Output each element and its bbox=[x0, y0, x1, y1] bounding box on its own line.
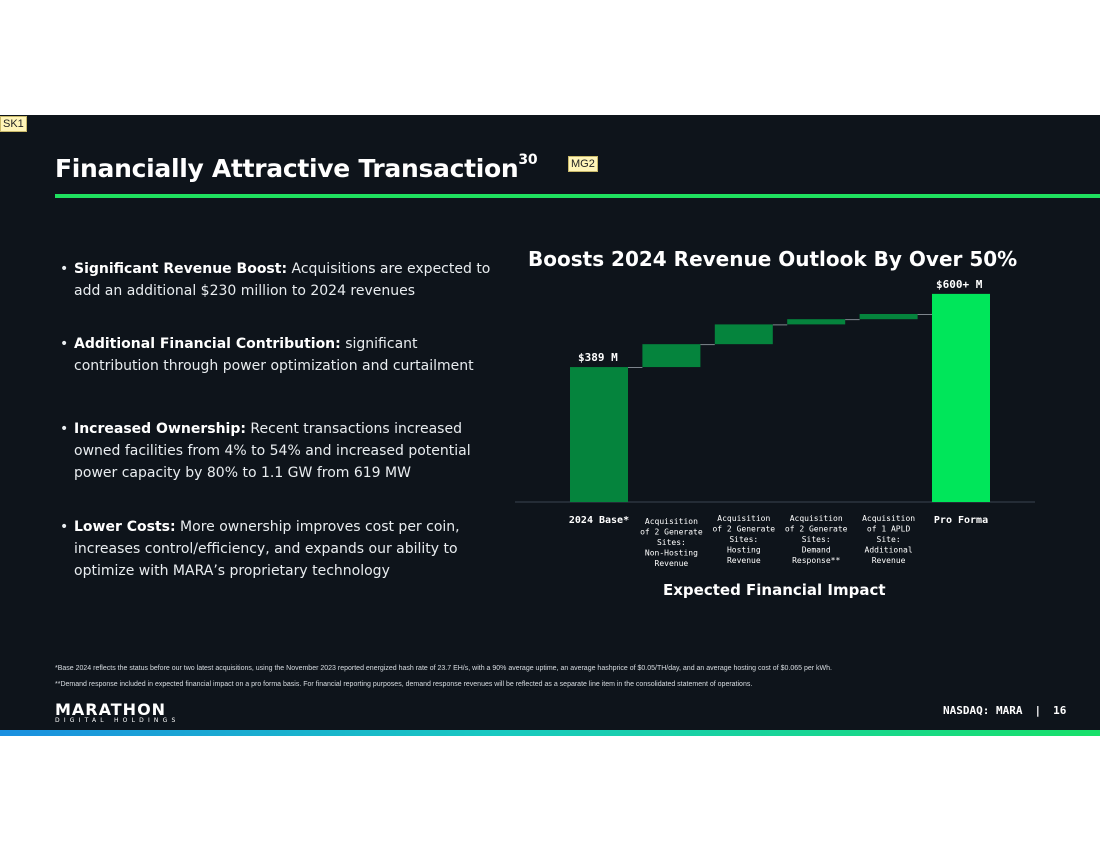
category-label: Additional bbox=[865, 546, 913, 555]
page-title-superscript: 30 bbox=[518, 152, 538, 168]
chart-title: Boosts 2024 Revenue Outlook By Over 50% bbox=[528, 247, 1018, 271]
bullet-text: More ownership improves cost per coin, i… bbox=[74, 519, 460, 579]
category-label: Site: bbox=[877, 535, 901, 544]
waterfall-bar bbox=[714, 324, 773, 345]
category-label: Acquisition bbox=[862, 514, 915, 523]
category-label: of 1 APLD bbox=[867, 525, 911, 534]
page-title-text: Financially Attractive Transaction bbox=[55, 154, 519, 183]
category-label: Hosting bbox=[727, 546, 761, 555]
category-label: 2024 Base* bbox=[569, 515, 629, 526]
bullet-lower-costs: Lower Costs: More ownership improves cos… bbox=[60, 516, 500, 582]
sk-tag: SK1 bbox=[0, 116, 27, 132]
bullet-increased-ownership: Increased Ownership: Recent transactions… bbox=[60, 418, 500, 484]
category-label: of 2 Generate bbox=[785, 525, 848, 534]
category-label: of 2 Generate bbox=[640, 528, 703, 537]
chart-xlabel: Expected Financial Impact bbox=[663, 581, 886, 599]
bullet-label: Lower Costs: bbox=[74, 519, 176, 535]
category-label: Sites: bbox=[729, 535, 758, 544]
mg-tag: MG2 bbox=[568, 156, 598, 172]
logo-main-text: MARATHON bbox=[55, 700, 167, 719]
waterfall-bar bbox=[859, 313, 918, 320]
waterfall-bar bbox=[570, 367, 628, 502]
marathon-logo: MARATHON DIGITAL HOLDINGS bbox=[55, 700, 179, 724]
logo-sub-text: DIGITAL HOLDINGS bbox=[55, 717, 180, 724]
category-label: Sites: bbox=[802, 535, 831, 544]
category-label: Revenue bbox=[872, 556, 906, 565]
bullet-financial-contribution: Additional Financial Contribution: signi… bbox=[60, 333, 500, 377]
data-label: $389 M bbox=[578, 351, 618, 364]
waterfall-bar bbox=[642, 344, 701, 368]
page-number: 16 bbox=[1053, 704, 1067, 717]
bullet-text: Recent transactions increased owned faci… bbox=[74, 421, 471, 481]
category-label: Sites: bbox=[657, 538, 686, 547]
footer-ticker: NASDAQ: MARA | 16 bbox=[943, 704, 1066, 717]
page-title: Financially Attractive Transaction30 bbox=[55, 152, 538, 183]
bullet-revenue-boost: Significant Revenue Boost: Acquisitions … bbox=[60, 258, 500, 302]
category-label: Non-Hosting bbox=[645, 549, 698, 558]
category-label: Response** bbox=[792, 556, 840, 565]
category-label: Demand bbox=[802, 546, 831, 555]
bullet-label: Increased Ownership: bbox=[74, 421, 246, 437]
bullet-label: Additional Financial Contribution: bbox=[74, 336, 341, 352]
category-label: Acquisition bbox=[717, 514, 770, 523]
bottom-gradient-line bbox=[0, 730, 1100, 736]
data-label: $600+ M bbox=[936, 280, 983, 291]
category-label: Revenue bbox=[655, 559, 689, 568]
category-label: Acquisition bbox=[790, 514, 843, 523]
waterfall-chart: $389 M 2024 Base* Acquisition of 2 Generate… bbox=[515, 280, 1035, 568]
ticker-separator: | bbox=[1034, 704, 1042, 717]
bullet-text: significant contribution through power o… bbox=[74, 336, 474, 374]
title-rule bbox=[55, 194, 1100, 198]
footnote-base: *Base 2024 reflects the status before ou… bbox=[55, 665, 832, 672]
ticker-text: NASDAQ: MARA bbox=[943, 704, 1023, 717]
footnote-demand-response: **Demand response included in expected f… bbox=[55, 681, 753, 688]
bullet-text: Acquisitions are expected to add an addi… bbox=[74, 261, 491, 299]
category-label: Revenue bbox=[727, 556, 761, 565]
waterfall-bar bbox=[787, 319, 846, 325]
category-label: Pro Forma bbox=[934, 515, 988, 526]
bullet-label: Significant Revenue Boost: bbox=[74, 261, 288, 277]
waterfall-bar bbox=[932, 293, 990, 502]
category-label: of 2 Generate bbox=[712, 525, 775, 534]
category-label: Acquisition bbox=[645, 517, 698, 526]
